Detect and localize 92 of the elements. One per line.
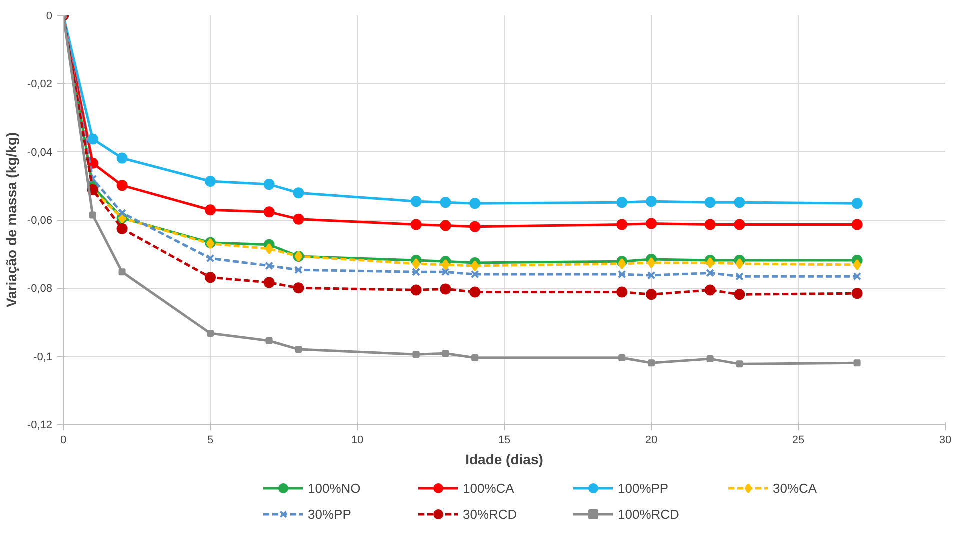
point: [471, 260, 480, 272]
point: [648, 360, 655, 367]
point: [854, 360, 861, 367]
legend-label: 30%RCD: [463, 506, 518, 522]
point: [734, 219, 746, 230]
point: [410, 284, 422, 296]
point: [646, 218, 657, 230]
y-tick-label: 0: [46, 10, 53, 22]
x-tick-label: 30: [939, 434, 952, 446]
point: [440, 197, 452, 208]
point: [853, 272, 862, 281]
point: [265, 262, 274, 270]
y-tick-label: -0,1: [34, 351, 53, 364]
point: [410, 196, 422, 208]
point: [618, 270, 626, 279]
point: [706, 268, 714, 278]
point: [736, 360, 744, 368]
point: [266, 337, 273, 344]
point: [704, 197, 716, 208]
point: [440, 284, 452, 295]
point: [264, 206, 275, 218]
point: [116, 180, 128, 192]
point: [265, 243, 274, 254]
point: [852, 288, 863, 300]
x-tick-label: 25: [792, 434, 805, 446]
point: [87, 134, 98, 145]
point: [264, 277, 275, 288]
legend-label: 30%PP: [308, 506, 352, 522]
x-tick-label: 0: [60, 434, 67, 446]
x-tick-label: 20: [645, 434, 658, 446]
point: [734, 289, 746, 300]
point: [442, 268, 450, 276]
y-tick-label: -0,08: [27, 283, 53, 296]
point: [442, 259, 450, 270]
point: [647, 271, 656, 280]
point: [89, 212, 96, 219]
point: [295, 346, 302, 354]
point: [734, 197, 746, 208]
point: [616, 197, 628, 208]
point: [704, 284, 716, 296]
point: [205, 176, 216, 187]
point: [293, 214, 304, 225]
point: [293, 282, 304, 294]
legend-label: 100%NO: [308, 480, 362, 496]
point: [206, 254, 215, 263]
point: [410, 219, 422, 230]
y-tick-label: -0,04: [27, 146, 53, 159]
x-tick-label: 10: [351, 434, 364, 446]
point: [412, 268, 420, 276]
point: [412, 258, 420, 270]
legend-label: 100%PP: [618, 480, 670, 496]
point: [118, 209, 126, 218]
y-tick-label: -0,12: [27, 420, 53, 432]
point: [736, 272, 744, 281]
point: [853, 259, 862, 270]
point: [440, 220, 452, 232]
point: [205, 204, 216, 216]
point: [470, 270, 480, 279]
point: [116, 223, 128, 234]
point: [470, 198, 481, 210]
point: [470, 286, 481, 298]
y-axis-title: Variação de massa (kg/kg): [3, 132, 20, 308]
point: [470, 221, 481, 232]
x-tick-label: 5: [207, 434, 214, 446]
point: [412, 351, 420, 358]
point: [852, 219, 863, 230]
point: [88, 174, 98, 184]
point: [293, 188, 304, 199]
point: [116, 152, 128, 164]
point: [704, 219, 716, 230]
point: [706, 356, 714, 363]
point: [442, 350, 450, 358]
point: [264, 179, 275, 190]
y-tick-label: -0,02: [27, 78, 53, 91]
point: [646, 196, 657, 208]
point: [294, 266, 303, 274]
point: [646, 289, 657, 300]
point: [205, 272, 216, 284]
legend-label: 100%RCD: [618, 506, 680, 522]
point: [618, 354, 626, 362]
x-axis-title: Idade (dias): [466, 452, 544, 468]
x-tick-label: 15: [498, 434, 511, 446]
point: [207, 330, 214, 337]
y-tick-label: -0,06: [27, 215, 53, 227]
point: [118, 268, 126, 276]
point: [736, 258, 744, 270]
point: [616, 286, 628, 298]
legend-label: 100%CA: [463, 480, 516, 496]
point: [472, 354, 479, 362]
legend-label: 30%CA: [773, 480, 818, 496]
point: [616, 219, 628, 230]
point: [852, 198, 863, 210]
